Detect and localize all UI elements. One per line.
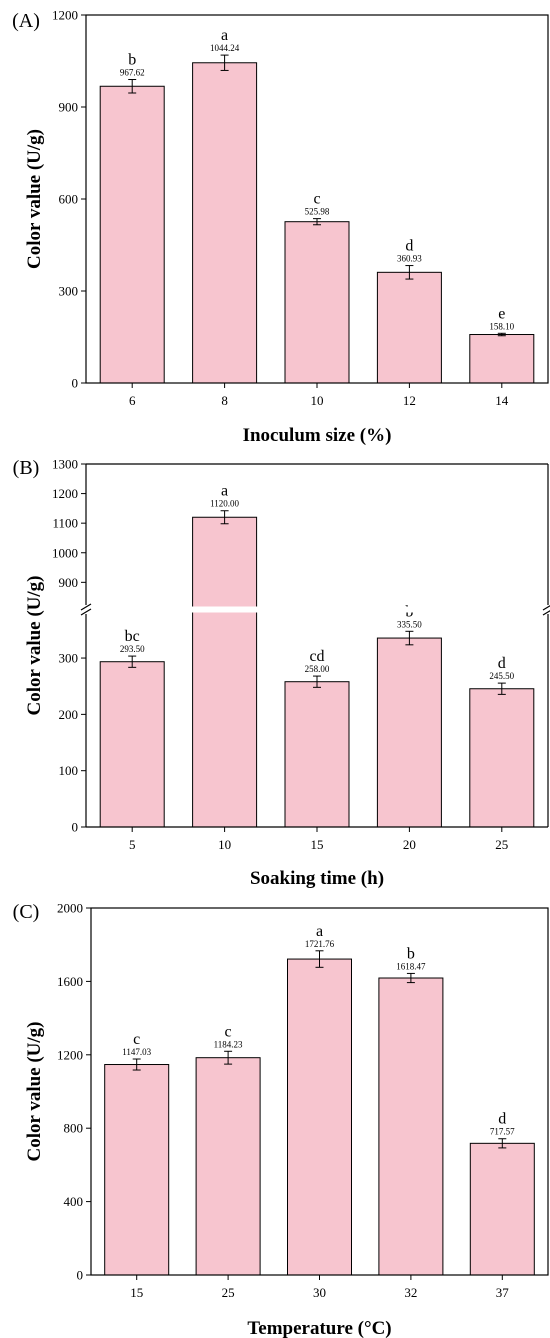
- x-axis-title: Temperature (°C): [247, 1318, 391, 1338]
- y-tick-label: 1000: [52, 545, 78, 560]
- axis-break-mark: [80, 603, 92, 611]
- y-tick-label: 0: [72, 820, 79, 835]
- significance-letter: bc: [125, 628, 140, 645]
- y-tick-label: 1300: [52, 457, 78, 472]
- bar: [376, 637, 442, 828]
- chart-panel-c: 1147.03c 1184.23c1721.76a1618.47b717.57d0…: [13, 901, 549, 1338]
- panel-label: (A): [12, 10, 40, 32]
- y-axis-title: Color value (U/g): [24, 1021, 45, 1161]
- data-label: 360.93: [397, 254, 422, 264]
- x-tick-label: 8: [221, 393, 228, 408]
- data-label: 158.10: [489, 321, 514, 331]
- y-tick-label: 400: [64, 1194, 84, 1209]
- data-label: 525.98: [305, 207, 330, 217]
- axis-break-mark: [542, 605, 550, 611]
- bar: [378, 977, 444, 1276]
- data-label: 1618.47: [396, 961, 426, 971]
- y-tick-label: 600: [59, 192, 79, 207]
- y-tick-label: 900: [59, 575, 79, 590]
- y-tick-label: 300: [59, 284, 79, 299]
- bar: [469, 688, 535, 828]
- bar: [192, 62, 258, 384]
- y-tick-label: 200: [59, 707, 79, 722]
- x-tick-label: 30: [313, 1285, 326, 1300]
- significance-letter: d: [498, 1111, 506, 1128]
- x-tick-label: 20: [403, 837, 416, 852]
- x-tick-label: 37: [496, 1285, 510, 1300]
- data-label: 717.57: [490, 1127, 515, 1137]
- y-tick-label: 1200: [52, 8, 78, 23]
- x-axis-title: Soaking time (h): [250, 868, 384, 889]
- data-label: 258.00: [305, 664, 330, 674]
- significance-letter: b: [128, 52, 136, 69]
- y-axis-title: Color value (U/g): [24, 575, 45, 715]
- x-tick-label: 32: [404, 1285, 417, 1300]
- bar: [376, 271, 442, 384]
- x-tick-label: 15: [311, 837, 324, 852]
- y-axis-title: Color value (U/g): [24, 129, 45, 269]
- y-tick-label: 0: [77, 1268, 84, 1283]
- significance-letter: a: [316, 923, 323, 940]
- significance-letter: a: [221, 483, 228, 500]
- axis-break-mark: [80, 608, 92, 616]
- x-tick-label: 15: [130, 1285, 143, 1300]
- bar: [104, 1064, 170, 1276]
- data-label: 1184.23: [214, 1039, 243, 1049]
- data-label: 293.50: [120, 644, 145, 654]
- bar: [284, 681, 350, 828]
- x-tick-label: 25: [222, 1285, 235, 1300]
- significance-letter: c: [313, 191, 320, 208]
- y-tick-label: 900: [59, 100, 79, 115]
- y-tick-label: 2000: [57, 901, 83, 916]
- x-tick-label: 10: [218, 837, 231, 852]
- bar: [99, 85, 165, 384]
- data-label: 967.62: [120, 68, 145, 78]
- panel-label: (C): [13, 901, 40, 923]
- significance-letter: cd: [309, 648, 324, 665]
- significance-letter: a: [221, 27, 228, 44]
- axis-break-mark: [542, 610, 550, 616]
- axis-break-gap: [85, 606, 549, 613]
- y-tick-label: 0: [72, 376, 79, 391]
- y-tick-label: 1100: [52, 516, 78, 531]
- x-tick-label: 5: [129, 837, 136, 852]
- bar: [469, 334, 535, 384]
- bar: [99, 661, 165, 828]
- bar: [287, 958, 352, 1276]
- bar: [195, 1057, 261, 1276]
- data-label: 245.50: [489, 671, 514, 681]
- bar: [469, 1142, 535, 1276]
- significance-letter: c: [133, 1031, 140, 1048]
- chart-panel-b: 293.50bc1120.00a258.00cd335.50b245.50d01…: [13, 457, 550, 889]
- significance-letter: d: [498, 655, 506, 672]
- x-tick-label: 10: [311, 393, 324, 408]
- significance-letter: e: [498, 305, 505, 322]
- x-tick-label: 12: [403, 393, 416, 408]
- y-tick-label: 300: [59, 651, 79, 666]
- chart-panel-a: 967.62b 1044.24a 525.98c 360.93d 158.10e 0 300…: [12, 8, 549, 446]
- x-tick-label: 25: [495, 837, 508, 852]
- data-label: 335.50: [397, 619, 422, 629]
- bar: [284, 221, 350, 384]
- panel-label: (B): [13, 457, 40, 479]
- x-tick-label: 6: [129, 393, 136, 408]
- data-label: 1721.76: [305, 939, 335, 949]
- data-label: 1044.24: [210, 43, 240, 53]
- significance-letter: d: [405, 238, 413, 255]
- significance-letter: c: [225, 1023, 232, 1040]
- data-label: 1120.00: [210, 499, 239, 509]
- data-label: 1147.03: [122, 1047, 151, 1057]
- x-axis-title: Inoculum size (%): [243, 425, 392, 446]
- y-tick-label: 1600: [57, 974, 83, 989]
- significance-letter: b: [407, 945, 415, 962]
- y-tick-label: 100: [59, 763, 79, 778]
- y-tick-label: 1200: [57, 1047, 83, 1062]
- x-tick-label: 14: [495, 393, 509, 408]
- y-tick-label: 800: [64, 1121, 84, 1136]
- bar: [192, 516, 258, 828]
- y-tick-label: 1200: [52, 486, 78, 501]
